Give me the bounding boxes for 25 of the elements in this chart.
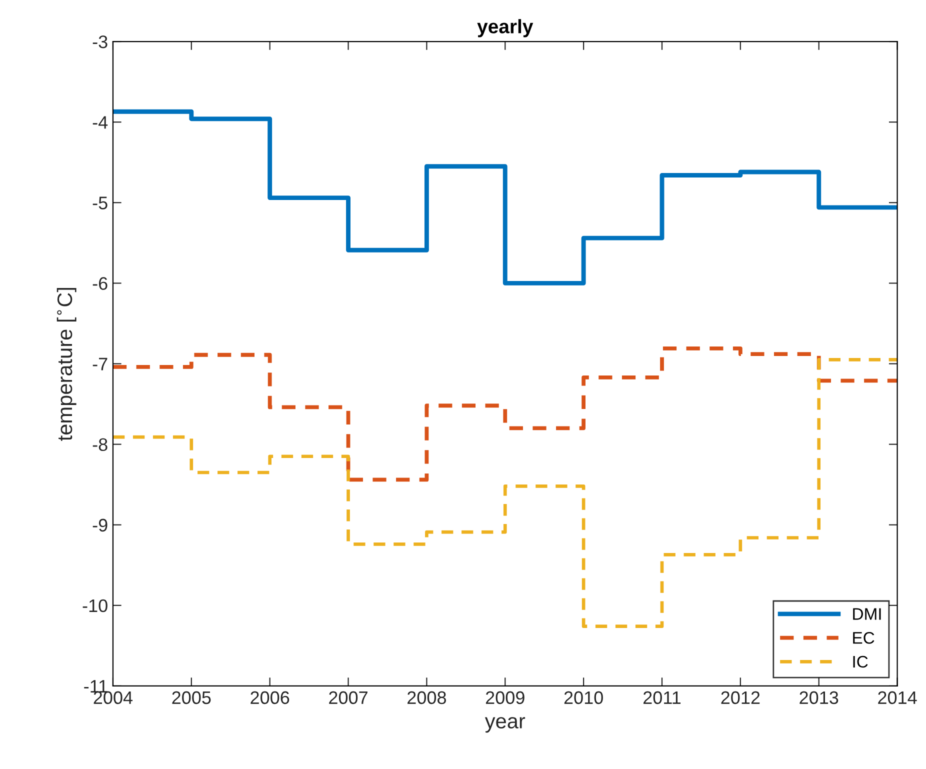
legend-label: IC: [853, 656, 868, 668]
y-tick-label: -8: [92, 438, 108, 452]
x-tick-label: 2010: [564, 691, 603, 704]
x-tick-label: 2009: [486, 691, 524, 704]
y-tick-label: -7: [92, 358, 108, 370]
x-tick-label: 2011: [643, 691, 681, 704]
x-tick-label: 2013: [800, 691, 838, 704]
x-tick-label: 2007: [329, 691, 368, 704]
x-tick-label: 2008: [408, 691, 446, 704]
x-axis-title: year: [484, 717, 526, 733]
y-tick-label: -10: [82, 599, 108, 612]
y-tick-label: -4: [92, 116, 108, 129]
x-tick-label: 2005: [172, 691, 211, 704]
y-tick-label: -3: [92, 35, 108, 48]
x-tick-label: 2006: [250, 691, 290, 704]
y-tick-label: -6: [92, 277, 108, 290]
x-tick-label: 2014: [878, 691, 917, 704]
legend-label: EC: [853, 632, 874, 644]
y-tick-label: -9: [92, 518, 108, 532]
chart-title: yearly: [477, 19, 534, 38]
x-tick-label: 2012: [721, 691, 760, 704]
legend-label: DMI: [853, 608, 881, 620]
y-tick-label: -5: [92, 196, 108, 210]
y-axis-title: temperature [$^{∘}$C]: [56, 288, 76, 441]
x-tick-label: 2004: [94, 691, 133, 704]
